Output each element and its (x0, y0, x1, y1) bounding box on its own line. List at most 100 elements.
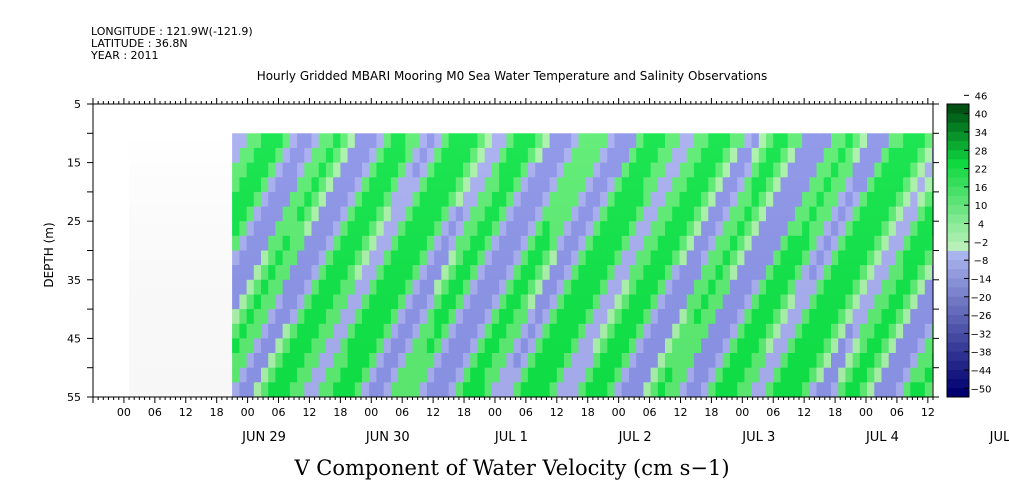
x-day-label: JUL 1 (494, 430, 528, 445)
colorbar-swatch (947, 268, 969, 279)
longitude-label: LONGITUDE : 121.9W(-121.9) (91, 25, 253, 38)
y-axis-label: DEPTH (m) (42, 222, 56, 287)
colorbar-level-label: 40 (975, 110, 988, 121)
x-hour-tick-label: 06 (766, 406, 780, 419)
colorbar-level-label: 28 (975, 146, 988, 157)
colorbar-level-label: −26 (970, 311, 991, 322)
colorbar-level-label: 10 (975, 201, 988, 212)
colorbar-swatch (947, 351, 969, 361)
colorbar-level-label: 46 (975, 91, 988, 102)
colorbar-level-label: 4 (978, 220, 984, 231)
colorbar-swatch (947, 149, 969, 160)
x-hour-tick-label: 06 (643, 406, 657, 419)
colorbar-swatch (947, 204, 969, 215)
colorbar-level-label: −20 (970, 293, 991, 304)
colorbar-swatch (947, 177, 969, 187)
y-tick-label: 45 (67, 332, 81, 345)
x-hour-tick-label: 18 (210, 406, 224, 419)
colorbar-swatch (947, 387, 969, 398)
x-hour-tick-label: 12 (673, 406, 687, 419)
colorbar-swatch (947, 250, 969, 261)
colorbar: −50 −44 −38 −32 −26 −20 −14 −8 −2 4 10 16 22 28 34 40 46 (946, 91, 992, 398)
x-hour-tick-label: 12 (179, 406, 193, 419)
x-day-label: JUL 4 (865, 430, 899, 445)
x-hour-tick-label: 18 (457, 406, 471, 419)
x-hour-tick-label: 00 (241, 406, 255, 419)
colorbar-swatch (947, 314, 969, 325)
colorbar-swatch (947, 113, 969, 123)
x-hour-tick-label: 06 (519, 406, 533, 419)
colorbar-level-label: −14 (970, 274, 991, 285)
colorbar-frame (946, 103, 970, 398)
colorbar-swatch (947, 232, 969, 242)
plot-area: 00 06 12 18 00 06 12 18 00 06 12 18 00 06 12 18 00 06 12 18… (67, 98, 1009, 445)
plot-shade (129, 133, 933, 397)
x-day-label: JUL 2 (618, 430, 652, 445)
x-hour-tick-label: 06 (272, 406, 286, 419)
colorbar-swatch (947, 168, 969, 178)
x-hour-tick-label: 12 (921, 406, 935, 419)
colorbar-swatch (947, 186, 969, 196)
x-hour-tick-label: 12 (302, 406, 316, 419)
colorbar-swatch (947, 332, 969, 343)
colorbar-swatch (947, 158, 969, 169)
x-hour-tick-label: 06 (890, 406, 904, 419)
x-hour-tick-label: 00 (859, 406, 873, 419)
x-hour-tick-label: 18 (581, 406, 595, 419)
x-axis-variable-label: V Component of Water Velocity (cm s−1) (293, 456, 729, 480)
colorbar-swatch (947, 259, 969, 270)
colorbar-level-label: −44 (970, 366, 991, 377)
x-hour-tick-label: 00 (364, 406, 378, 419)
y-ticks: 5 15 25 35 45 55 (67, 98, 939, 404)
colorbar-swatch (947, 378, 969, 389)
chart-title: Hourly Gridded MBARI Mooring M0 Sea Wate… (257, 69, 768, 83)
y-tick-label: 15 (67, 157, 81, 170)
colorbar-level-label: −50 (970, 384, 991, 395)
x-hour-tick-label: 06 (395, 406, 409, 419)
x-hour-tick-label: 12 (797, 406, 811, 419)
x-day-label: JUN 30 (365, 430, 410, 445)
colorbar-swatch (947, 277, 969, 288)
x-hour-tick-label: 18 (333, 406, 347, 419)
x-hour-tick-label: 06 (148, 406, 162, 419)
x-hour-tick-label: 00 (117, 406, 131, 419)
colorbar-level-label: −2 (974, 238, 989, 249)
x-hour-tick-label: 18 (828, 406, 842, 419)
latitude-label: LATITUDE : 36.8N (91, 37, 188, 50)
colorbar-swatch (947, 287, 969, 297)
colorbar-swatch (947, 323, 969, 334)
colorbar-level-label: −8 (974, 256, 989, 267)
colorbar-swatch (947, 122, 969, 132)
colorbar-level-label: 22 (975, 165, 988, 176)
colorbar-swatch (947, 104, 969, 114)
colorbar-level-label: 16 (975, 183, 988, 194)
colorbar-level-label: −38 (970, 348, 991, 359)
x-day-label: JUN 29 (241, 430, 286, 445)
x-day-label: JUL 3 (741, 430, 775, 445)
y-tick-label: 55 (67, 391, 81, 404)
x-ticks: 00 06 12 18 00 06 12 18 00 06 12 18 00 06 12 18 00 06 12 18… (92, 98, 1009, 445)
x-hour-tick-label: 12 (550, 406, 564, 419)
colorbar-swatch (947, 223, 969, 233)
colorbar-swatch (947, 342, 969, 352)
year-label: YEAR : 2011 (90, 49, 159, 62)
colorbar-swatch (947, 369, 969, 380)
colorbar-swatch (947, 140, 969, 151)
colorbar-swatch (947, 195, 969, 206)
x-day-label: JUL 5 (989, 430, 1009, 445)
y-tick-label: 35 (67, 274, 81, 287)
colorbar-level-label: −32 (970, 329, 991, 340)
x-hour-tick-label: 18 (704, 406, 718, 419)
x-hour-tick-label: 00 (612, 406, 626, 419)
colorbar-swatch (947, 131, 969, 142)
colorbar-swatch (947, 360, 969, 370)
x-hour-tick-label: 00 (735, 406, 749, 419)
y-tick-label: 5 (74, 98, 81, 111)
x-hour-tick-label: 12 (426, 406, 440, 419)
colorbar-swatch (947, 241, 969, 251)
colorbar-swatch (947, 305, 969, 315)
x-hour-tick-label: 00 (488, 406, 502, 419)
colorbar-swatch (947, 213, 969, 224)
y-tick-label: 25 (67, 215, 81, 228)
